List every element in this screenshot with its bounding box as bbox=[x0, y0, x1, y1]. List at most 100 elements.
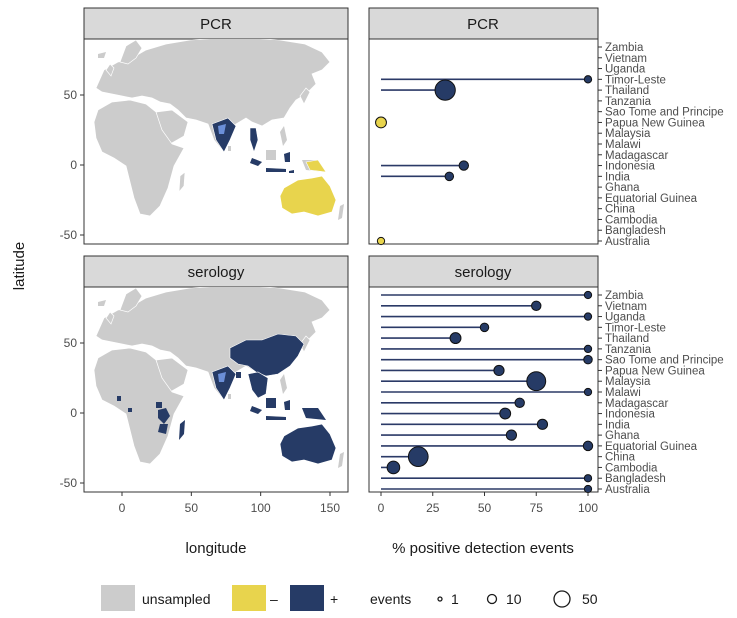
category-label: Uganda bbox=[605, 312, 646, 324]
category-label: Sao Tome and Principe bbox=[605, 107, 724, 119]
serology-lollipop-strip-label: serology bbox=[455, 264, 512, 281]
category-label: Papua New Guinea bbox=[605, 365, 705, 377]
lollipop-point bbox=[583, 344, 593, 354]
category-label: Vietnam bbox=[605, 301, 647, 313]
pcr-lollipop-panel: PCR bbox=[368, 7, 599, 246]
lollipop-point bbox=[583, 354, 593, 365]
map-x-axis-title: longitude bbox=[186, 540, 247, 557]
lollipop-point bbox=[449, 332, 462, 345]
lollipop-point bbox=[479, 322, 490, 333]
category-label: Equatorial Guinea bbox=[605, 441, 698, 453]
serology-lollipop-marks bbox=[381, 290, 594, 494]
category-label: India bbox=[605, 171, 631, 183]
serology-world-map bbox=[93, 287, 345, 469]
category-label: Malaysia bbox=[605, 376, 651, 388]
pcr-india-subregion bbox=[218, 124, 226, 134]
serology-map-strip-label: serology bbox=[188, 264, 245, 281]
category-label: Cambodia bbox=[605, 214, 658, 226]
map-x-tick-label: 100 bbox=[251, 501, 271, 515]
serology-lollipop-plot-area bbox=[368, 286, 599, 493]
lollipop-point bbox=[583, 75, 593, 84]
category-label: China bbox=[605, 204, 636, 216]
pcr-australia-region bbox=[279, 175, 337, 217]
category-label: Thailand bbox=[605, 333, 649, 345]
legend-positive-swatch bbox=[290, 585, 324, 611]
category-label: Uganda bbox=[605, 64, 646, 76]
pcr-timor-region bbox=[289, 170, 294, 173]
legend-size-10-circle bbox=[486, 593, 498, 605]
category-label: Ghana bbox=[605, 182, 640, 194]
legend-negative-swatch bbox=[232, 585, 266, 611]
lollipop-point bbox=[583, 312, 593, 321]
category-label: Australia bbox=[605, 236, 650, 248]
pcr-lollipop-plot-area bbox=[368, 38, 599, 245]
category-label: Madagascar bbox=[605, 150, 668, 162]
category-label: Madagascar bbox=[605, 398, 668, 410]
category-label: Equatorial Guinea bbox=[605, 193, 698, 205]
pct-x-tick-label: 50 bbox=[478, 501, 492, 515]
pct-x-tick-label: 0 bbox=[378, 501, 385, 515]
lollipop-point bbox=[536, 418, 549, 430]
category-label: Malawi bbox=[605, 139, 641, 151]
legend-positive-label: + bbox=[330, 591, 338, 607]
lollipop-point bbox=[526, 371, 547, 392]
pcr-india-region bbox=[211, 117, 237, 153]
map-x-tick-label: 150 bbox=[320, 501, 340, 515]
pcr-indonesia-region bbox=[250, 158, 262, 166]
pcr-thailand-region bbox=[249, 127, 259, 153]
map-y-tick-label: -50 bbox=[60, 476, 78, 490]
pcr-map-strip bbox=[83, 7, 349, 40]
sero-ghana-region bbox=[117, 396, 121, 401]
category-label: Timor-Leste bbox=[605, 322, 666, 334]
category-label: Indonesia bbox=[605, 409, 655, 421]
map-y-tick-label: 0 bbox=[70, 158, 77, 172]
legend-size-1-label: 1 bbox=[451, 591, 459, 607]
pct-x-tick-label: 100 bbox=[578, 501, 598, 515]
category-label: China bbox=[605, 452, 636, 464]
lollipop-point bbox=[386, 460, 401, 475]
sero-australia-region bbox=[279, 423, 337, 465]
lollipop-point bbox=[444, 171, 455, 182]
category-label: Cambodia bbox=[605, 462, 658, 474]
category-label: Bangladesh bbox=[605, 225, 666, 237]
category-label: Thailand bbox=[605, 85, 649, 97]
pct-x-axis-title: % positive detection events bbox=[392, 540, 574, 557]
map-x-tick-label: 50 bbox=[185, 501, 199, 515]
lollipop-point bbox=[583, 474, 593, 483]
lollipop-point bbox=[458, 160, 470, 171]
category-label: Zambia bbox=[605, 42, 644, 54]
sero-china-region bbox=[229, 333, 305, 377]
map-y-tick-label: 0 bbox=[70, 406, 77, 420]
legend-size-10-label: 10 bbox=[506, 591, 522, 607]
category-label: Malawi bbox=[605, 387, 641, 399]
category-label: Vietnam bbox=[605, 53, 647, 65]
lollipop-point bbox=[583, 290, 593, 300]
lollipop-point bbox=[375, 116, 387, 129]
category-label: Australia bbox=[605, 484, 650, 496]
sero-seasia-region bbox=[247, 371, 269, 399]
lollipop-point bbox=[582, 440, 594, 452]
category-label: Indonesia bbox=[605, 161, 655, 173]
lollipop-point bbox=[434, 79, 456, 101]
pcr-map-strip-label: PCR bbox=[200, 16, 232, 33]
category-label: Sao Tome and Principe bbox=[605, 355, 724, 367]
y-axis-title: latitude bbox=[11, 242, 28, 290]
serology-map-panel: serology bbox=[83, 255, 349, 493]
category-label: Ghana bbox=[605, 430, 640, 442]
pcr-lollipop-strip bbox=[368, 7, 599, 40]
category-label: Malaysia bbox=[605, 128, 651, 140]
serology-lollipop-strip bbox=[368, 255, 599, 288]
legend-size-title: events bbox=[370, 591, 411, 607]
pcr-lollipop-strip-label: PCR bbox=[467, 16, 499, 33]
lollipop-point bbox=[499, 407, 512, 420]
lollipop-point bbox=[493, 364, 505, 377]
pct-x-tick-label: 75 bbox=[530, 501, 544, 515]
map-y-tick-label: 50 bbox=[64, 88, 78, 102]
category-label: Tanzania bbox=[605, 344, 652, 356]
pcr-png-region bbox=[305, 159, 327, 173]
lollipop-point bbox=[583, 387, 593, 397]
serology-lollipop-panel: serology bbox=[368, 255, 599, 494]
map-axes: 0 50 100 150 50 0 -50 50 0 -50 bbox=[60, 88, 341, 515]
sero-india-region bbox=[211, 365, 237, 401]
legend-size-50-label: 50 bbox=[582, 591, 598, 607]
